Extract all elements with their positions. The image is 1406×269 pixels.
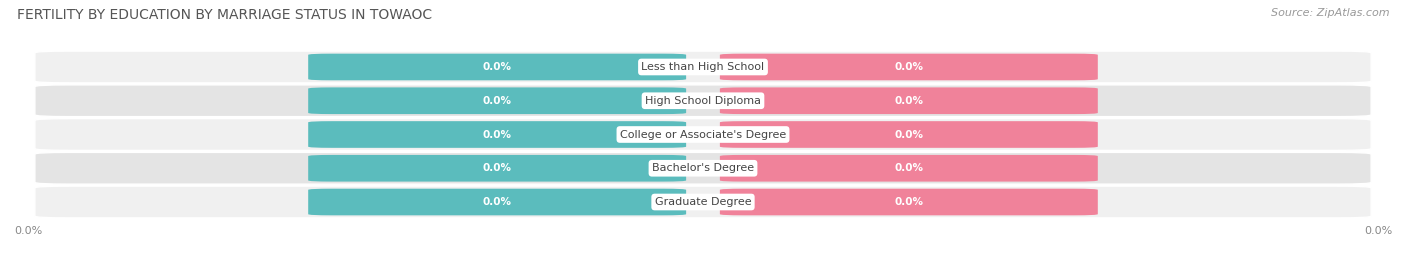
FancyBboxPatch shape	[308, 87, 686, 114]
Text: Less than High School: Less than High School	[641, 62, 765, 72]
Text: Source: ZipAtlas.com: Source: ZipAtlas.com	[1271, 8, 1389, 18]
FancyBboxPatch shape	[720, 189, 1098, 215]
Text: 0.0%: 0.0%	[894, 197, 924, 207]
FancyBboxPatch shape	[308, 155, 686, 182]
FancyBboxPatch shape	[720, 155, 1098, 182]
FancyBboxPatch shape	[720, 54, 1098, 80]
Text: 0.0%: 0.0%	[482, 62, 512, 72]
FancyBboxPatch shape	[720, 87, 1098, 114]
Text: 0.0%: 0.0%	[482, 96, 512, 106]
FancyBboxPatch shape	[35, 85, 1371, 116]
Text: College or Associate's Degree: College or Associate's Degree	[620, 129, 786, 140]
FancyBboxPatch shape	[308, 54, 686, 80]
Text: FERTILITY BY EDUCATION BY MARRIAGE STATUS IN TOWAOC: FERTILITY BY EDUCATION BY MARRIAGE STATU…	[17, 8, 432, 22]
Text: 0.0%: 0.0%	[894, 62, 924, 72]
Text: Graduate Degree: Graduate Degree	[655, 197, 751, 207]
FancyBboxPatch shape	[308, 121, 686, 148]
Text: High School Diploma: High School Diploma	[645, 96, 761, 106]
Text: 0.0%: 0.0%	[482, 129, 512, 140]
FancyBboxPatch shape	[308, 189, 686, 215]
Text: 0.0%: 0.0%	[894, 96, 924, 106]
Text: 0.0%: 0.0%	[482, 197, 512, 207]
FancyBboxPatch shape	[35, 186, 1371, 218]
Text: 0.0%: 0.0%	[894, 129, 924, 140]
FancyBboxPatch shape	[35, 119, 1371, 150]
Text: 0.0%: 0.0%	[482, 163, 512, 173]
FancyBboxPatch shape	[720, 121, 1098, 148]
Text: 0.0%: 0.0%	[894, 163, 924, 173]
FancyBboxPatch shape	[35, 153, 1371, 184]
FancyBboxPatch shape	[35, 51, 1371, 83]
Text: Bachelor's Degree: Bachelor's Degree	[652, 163, 754, 173]
